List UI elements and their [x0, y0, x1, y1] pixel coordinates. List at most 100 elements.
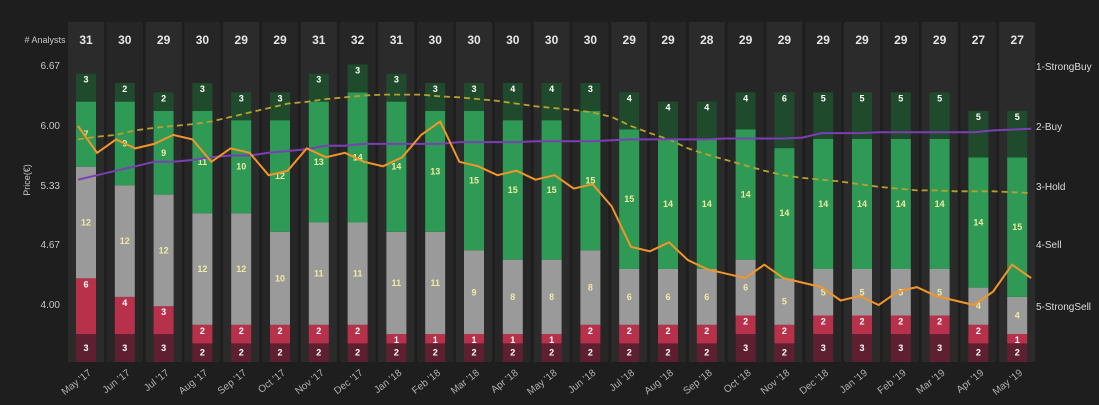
bar-data-label: 9: [161, 148, 166, 158]
bar-data-label: 5: [782, 297, 787, 307]
bar-segment: [153, 334, 174, 362]
bar-segment: [308, 343, 329, 362]
bar-segment: [619, 324, 640, 344]
bar-segment: [270, 231, 290, 325]
bar-segment: [347, 64, 368, 93]
rating-label: 1-StrongBuy: [1036, 62, 1092, 73]
bar-data-label: 4: [627, 93, 632, 103]
bar-segment: [658, 138, 678, 269]
bar-data-label: 2: [239, 326, 244, 336]
bar-segment: [619, 343, 640, 362]
bar-segment: [735, 315, 756, 335]
bar-data-label: 4: [122, 298, 127, 308]
bar-data-label: 10: [275, 273, 285, 283]
bar-segment: [425, 334, 446, 344]
bar-segment: [541, 334, 562, 344]
bar-segment: [502, 120, 523, 260]
bar-data-label: 12: [81, 218, 91, 228]
bar-data-label: 3: [277, 93, 282, 103]
bar-segment: [696, 138, 717, 269]
bar-data-label: 3: [239, 93, 244, 103]
bar-data-label: 2: [316, 326, 321, 336]
bar-segment: [386, 343, 407, 362]
bar-data-label: 14: [818, 199, 828, 209]
bar-data-label: 6: [627, 292, 632, 302]
bar-segment: [696, 324, 717, 344]
analyst-count-label: 27: [972, 33, 986, 47]
price-line: [77, 119, 1032, 307]
bar-segment: [580, 250, 601, 325]
bar-data-label: 2: [976, 326, 981, 336]
bar-data-label: 3: [471, 84, 476, 94]
bar-segment: [386, 231, 407, 335]
bar-segment: [425, 110, 446, 232]
bar-data-label: 14: [391, 162, 401, 172]
bar-data-label: 8: [510, 292, 515, 302]
bar-data-label: 3: [122, 343, 127, 353]
bar-data-label: 5: [1015, 112, 1020, 122]
bar-segment: [735, 92, 756, 130]
bar-data-label: 6: [704, 292, 709, 302]
bar-data-label: 14: [741, 190, 751, 200]
bar-data-label: 12: [120, 236, 130, 246]
bar-data-label: 2: [859, 317, 864, 327]
bar-data-label: 6: [665, 292, 670, 302]
bar-segment: [425, 231, 446, 335]
bar-segment: [464, 83, 484, 111]
bar-data-label: 14: [973, 218, 983, 228]
bar-data-label: 2: [704, 348, 709, 358]
bar-segment: [774, 92, 795, 149]
bar-segment: [425, 83, 446, 111]
analyst-count-label: 29: [157, 33, 171, 47]
bar-segment: [308, 324, 329, 344]
bar-segment: [386, 73, 407, 102]
bar-segment: [890, 138, 911, 269]
bar-data-label: 2: [316, 348, 321, 358]
bar-data-label: 2: [627, 348, 632, 358]
bar-segment: [813, 92, 834, 139]
bar-segment: [929, 269, 950, 316]
analyst-count-label: 32: [351, 33, 365, 47]
bar-segment: [76, 334, 96, 362]
bar-segment: [968, 324, 989, 344]
bar-segment: [464, 250, 484, 335]
rating-label: 5-StrongSell: [1036, 302, 1091, 313]
bar-data-label: 2: [1015, 348, 1020, 358]
bar-segment: [76, 101, 96, 167]
bar-data-label: 1: [510, 335, 515, 345]
bar-data-label: 1: [471, 335, 476, 345]
y-tick-label: 4.00: [41, 300, 61, 311]
analyst-count-label: 30: [545, 33, 559, 47]
bar-data-label: 3: [355, 65, 360, 75]
analyst-count-label: 29: [933, 33, 947, 47]
bar-segment: [541, 343, 562, 362]
bar-segment: [347, 324, 368, 344]
analyst-count-label: 29: [894, 33, 908, 47]
bar-data-label: 2: [355, 348, 360, 358]
bar-segment: [347, 92, 368, 223]
rating-label: 3-Hold: [1036, 182, 1065, 193]
bar-data-label: 3: [394, 75, 399, 85]
bar-data-label: 14: [353, 152, 363, 162]
bar-segment: [386, 101, 407, 232]
bar-data-label: 1: [1015, 335, 1020, 345]
bar-data-label: 2: [161, 93, 166, 103]
bar-segment: [929, 92, 950, 139]
bar-data-label: 2: [200, 326, 205, 336]
bar-segment: [114, 185, 135, 297]
bar-data-label: 6: [743, 283, 748, 293]
analysts-header-label: # Analysts: [24, 35, 66, 45]
bar-data-label: 14: [857, 199, 867, 209]
analyst-count-label: 29: [739, 33, 753, 47]
bar-segment: [890, 334, 911, 362]
bar-segment: [968, 110, 989, 158]
analyst-count-label: 29: [817, 33, 831, 47]
bar-data-label: 2: [549, 348, 554, 358]
rating-label: 2-Buy: [1036, 122, 1062, 133]
bar-segment: [1007, 110, 1028, 158]
bar-data-label: 2: [665, 348, 670, 358]
bar-data-label: 2: [743, 317, 748, 327]
bar-data-label: 14: [896, 199, 906, 209]
bar-segment: [308, 101, 329, 223]
bar-segment: [658, 101, 678, 139]
